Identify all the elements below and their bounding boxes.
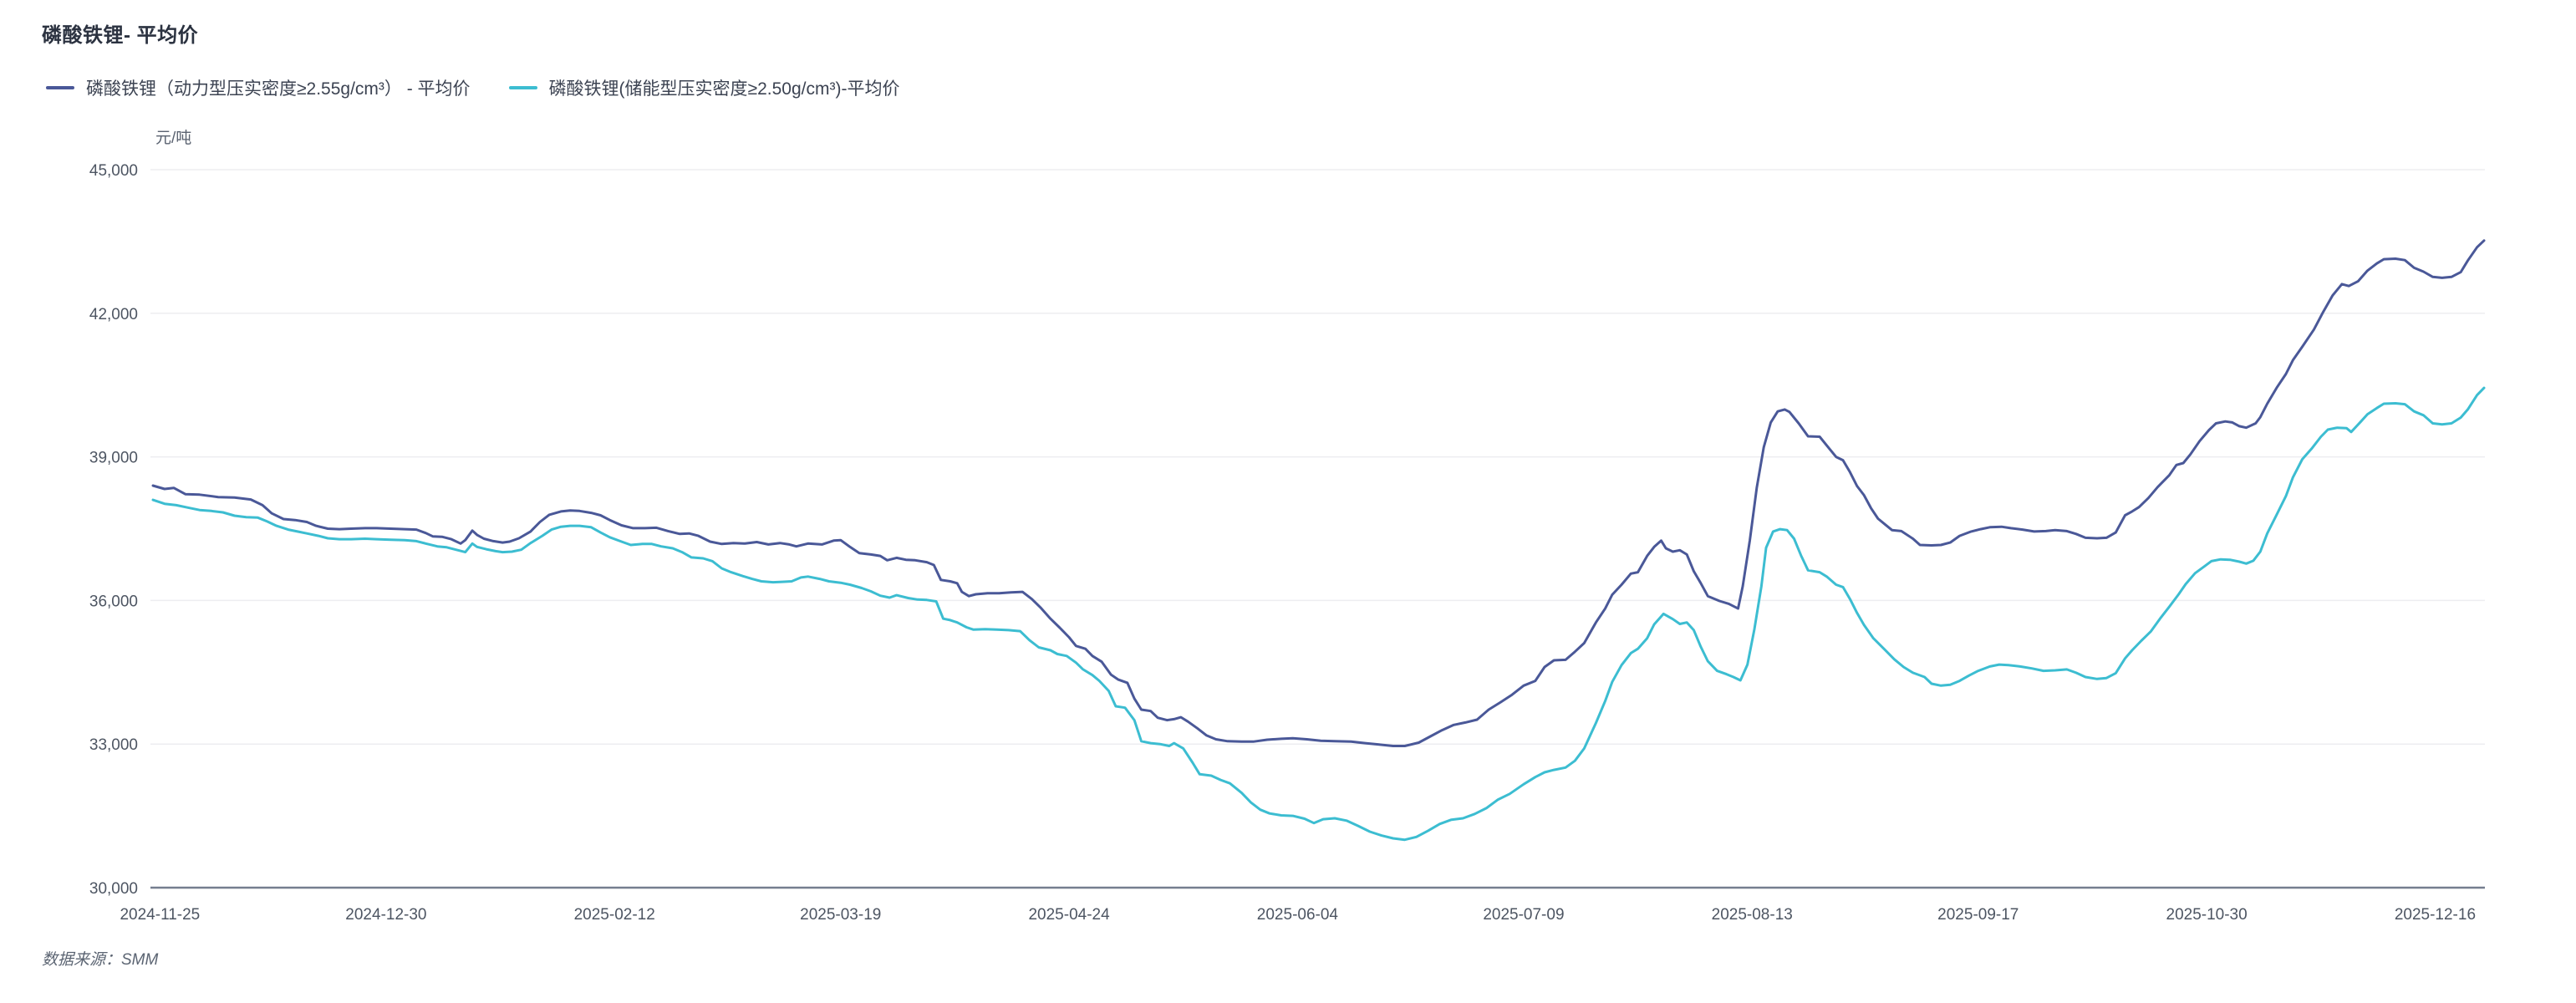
x-axis-tick-label: 2025-02-12 — [574, 906, 655, 924]
x-axis-tick-label: 2025-09-17 — [1937, 906, 2019, 924]
page-title: 磷酸铁锂- 平均价 — [42, 24, 199, 47]
x-axis-tick-label: 2025-06-04 — [1257, 906, 1339, 924]
data-source-note: 数据来源：SMM — [42, 951, 159, 969]
x-axis-tick-label: 2025-03-19 — [800, 906, 881, 924]
y-axis-tick-label: 39,000 — [89, 450, 138, 467]
series-line-1 — [151, 386, 2486, 842]
legend-marker-storage-type — [508, 86, 537, 89]
x-axis-tick-label: 2025-12-16 — [2395, 906, 2476, 924]
legend-marker-power-type — [46, 86, 74, 89]
legend-item-power-type[interactable]: 磷酸铁锂（动力型压实密度≥2.55g/cm³） - 平均价 — [46, 75, 471, 100]
y-axis-unit-label: 元/吨 — [155, 130, 192, 147]
y-axis-tick-label: 36,000 — [89, 593, 138, 610]
y-axis-tick-label: 45,000 — [89, 162, 138, 180]
chart-legend: 磷酸铁锂（动力型压实密度≥2.55g/cm³） - 平均价 磷酸铁锂(储能型压实… — [46, 75, 899, 100]
x-axis-tick-label: 2025-10-30 — [2166, 906, 2248, 924]
legend-label-storage-type: 磷酸铁锂(储能型压实密度≥2.50g/cm³)-平均价 — [548, 79, 900, 99]
series-line-0 — [151, 239, 2486, 747]
legend-item-storage-type[interactable]: 磷酸铁锂(储能型压实密度≥2.50g/cm³)-平均价 — [508, 75, 900, 100]
y-axis-tick-label: 42,000 — [89, 306, 138, 323]
x-axis-tick-label: 2024-12-30 — [345, 906, 426, 924]
y-axis-tick-label: 30,000 — [89, 880, 138, 898]
x-axis-tick-label: 2025-07-09 — [1483, 906, 1564, 924]
x-axis-tick-label: 2025-04-24 — [1028, 906, 1110, 924]
x-axis-tick-label: 2025-08-13 — [1712, 906, 1793, 924]
x-axis-tick-label: 2024-11-25 — [120, 906, 200, 924]
y-axis-tick-label: 33,000 — [89, 736, 138, 754]
legend-label-power-type: 磷酸铁锂（动力型压实密度≥2.55g/cm³） - 平均价 — [86, 79, 471, 99]
